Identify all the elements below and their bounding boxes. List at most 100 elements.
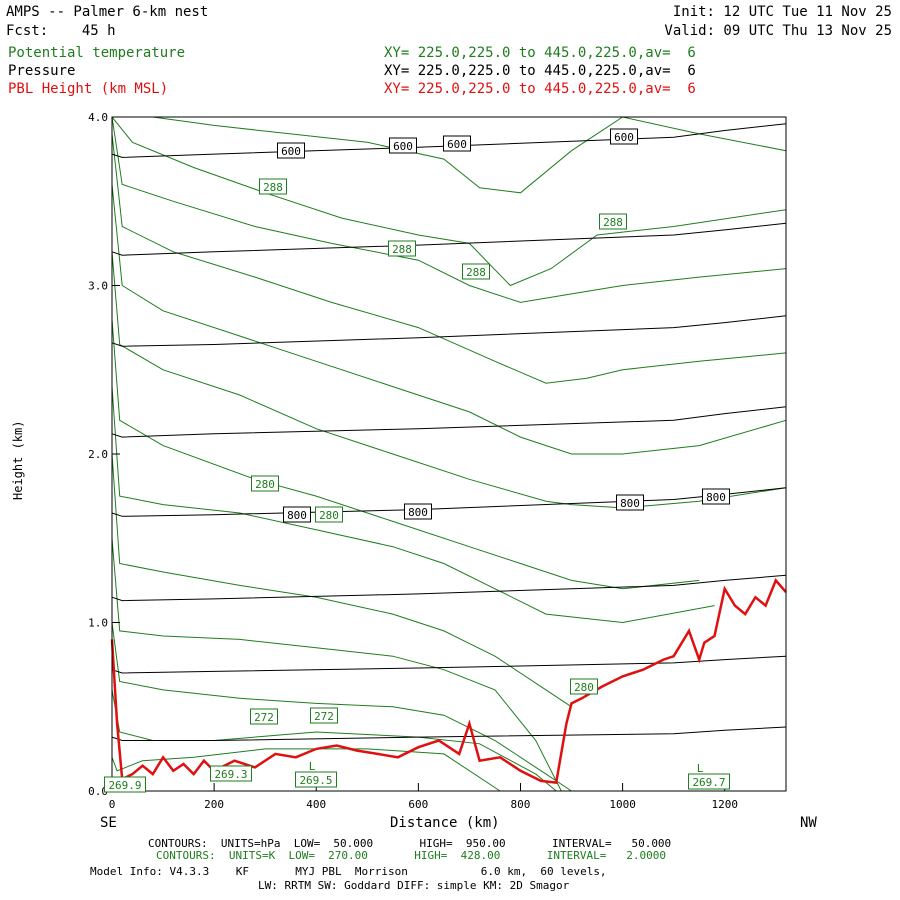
- x-tick-label-1: 200: [204, 798, 224, 811]
- pressure-contours: [111, 123, 787, 741]
- y-tick-label-3: 3.0: [88, 280, 108, 293]
- pressure-label-1: 600: [393, 140, 413, 153]
- theta-label-11-box: [104, 776, 146, 793]
- theta-label-12-box: [688, 773, 730, 790]
- theta-label-7: 272: [254, 711, 274, 724]
- footer-theta-contours: CONTOURS: UNITS=K LOW= 270.00 HIGH= 428.…: [156, 849, 666, 862]
- theta-label-10-box: [295, 771, 337, 788]
- footer-pressure-contours: CONTOURS: UNITS=hPa LOW= 50.000 HIGH= 95…: [148, 837, 672, 850]
- legend-pressure-name: Pressure: [8, 63, 76, 79]
- theta-contour-9: [111, 133, 787, 384]
- pressure-label-7-box: [702, 488, 730, 505]
- pbl-line: [110, 578, 787, 784]
- pressure-contour-6: [111, 222, 787, 256]
- theta-label-7-box: [250, 708, 278, 725]
- theta-label-10: 269.5: [299, 774, 332, 787]
- pressure-label-4-box: [283, 506, 311, 523]
- theta-label-5-box: [315, 506, 343, 523]
- y-tick-label-1: 1.0: [88, 617, 108, 630]
- theta-label-9-box: [210, 765, 252, 782]
- pressure-contour-7: [111, 123, 787, 158]
- pressure-label-5: 800: [408, 506, 428, 519]
- pressure-label-2: 600: [447, 138, 467, 151]
- theta-label-4-box: [251, 475, 279, 492]
- theta-label-8: 272: [314, 710, 334, 723]
- low-label-0: L: [309, 760, 316, 773]
- x-right-label: NW: [800, 815, 817, 831]
- theta-contour-12: [152, 116, 787, 194]
- pressure-contour-4: [111, 406, 787, 438]
- pressure-contour-5: [111, 315, 787, 347]
- pressure-label-6: 800: [620, 497, 640, 510]
- pressure-label-1-box: [389, 137, 417, 154]
- theta-contour-7: [111, 251, 787, 509]
- contour-labels: 600 600 600 600 800 800 800 800 288 288 288 288 280 2…: [104, 128, 730, 793]
- theta-label-1: 288: [603, 216, 623, 229]
- theta-contour-2: [111, 622, 572, 792]
- pressure-label-4: 800: [287, 509, 307, 522]
- footer-model-info: Model Info: V4.3.3 KF MYJ PBL Morrison 6…: [90, 865, 607, 878]
- forecast-hour: Fcst: 45 h: [6, 23, 116, 39]
- legend-theta-name: Potential temperature: [8, 45, 186, 61]
- chart-title: AMPS -- Palmer 6-km nest: [6, 4, 209, 20]
- x-tick-label-0: 0: [109, 798, 116, 811]
- x-tick-label-5: 1000: [609, 798, 636, 811]
- y-axis-label: Height (km): [11, 420, 25, 500]
- theta-label-11: 269.9: [108, 779, 141, 792]
- legend-pbl-name: PBL Height (km MSL): [8, 81, 169, 97]
- theta-label-6: 280: [574, 681, 594, 694]
- pressure-label-0: 600: [281, 145, 301, 158]
- theta-label-1-box: [599, 213, 627, 230]
- theta-contour-11: [111, 116, 787, 287]
- theta-contours: [111, 116, 787, 792]
- theta-contour-1: [111, 689, 557, 792]
- theta-label-2: 288: [392, 243, 412, 256]
- y-tick-label-2: 2.0: [88, 448, 108, 461]
- theta-label-6-box: [570, 678, 598, 695]
- y-tick-label-4: 4.0: [88, 111, 108, 124]
- theta-label-8-box: [310, 707, 338, 724]
- x-tick-label-6: 1200: [711, 798, 738, 811]
- pressure-label-3-box: [610, 128, 638, 145]
- theta-label-2-box: [388, 240, 416, 257]
- theta-label-5: 280: [319, 509, 339, 522]
- theta-contour-8: [111, 184, 787, 455]
- pressure-label-3: 600: [614, 131, 634, 144]
- low-label-1: L: [697, 762, 704, 775]
- x-left-label: SE: [100, 815, 117, 831]
- pressure-label-6-box: [616, 494, 644, 511]
- x-tick-label-4: 800: [511, 798, 531, 811]
- x-axis-label: Distance (km): [390, 815, 500, 831]
- pressure-label-2-box: [443, 135, 471, 152]
- pressure-contour-2: [111, 574, 787, 602]
- plot-frame: [111, 116, 787, 792]
- theta-contour-4: [111, 453, 572, 708]
- theta-label-12: 269.7: [692, 776, 725, 789]
- pressure-contour-0: [111, 726, 787, 741]
- pressure-label-0-box: [277, 142, 305, 159]
- x-tick-label-3: 600: [408, 798, 428, 811]
- init-time: Init: 12 UTC Tue 11 Nov 25: [672, 4, 892, 20]
- footer-physics: LW: RRTM SW: Goddard DIFF: simple KM: 2D…: [258, 879, 570, 892]
- x-tick-label-2: 400: [306, 798, 326, 811]
- theta-contour-6: [111, 319, 700, 590]
- theta-contour-3: [111, 538, 562, 792]
- pbl-height-line: [110, 578, 787, 784]
- theta-label-0: 288: [263, 181, 283, 194]
- y-tick-label-0: 0.0: [88, 785, 108, 798]
- legend-theta-xy: XY= 225.0,225.0 to 445.0,225.0,av= 6: [384, 45, 696, 61]
- theta-label-9: 269.3: [214, 768, 247, 781]
- theta-contour-10: [111, 116, 787, 303]
- theta-label-3-box: [462, 263, 490, 280]
- pressure-label-7: 800: [706, 491, 726, 504]
- legend-pbl-xy: XY= 225.0,225.0 to 445.0,225.0,av= 6: [384, 81, 696, 97]
- valid-time: Valid: 09 UTC Thu 13 Nov 25: [664, 23, 892, 39]
- theta-label-0-box: [259, 178, 287, 195]
- theta-label-3: 288: [466, 266, 486, 279]
- theta-label-4: 280: [255, 478, 275, 491]
- theta-contour-5: [111, 386, 715, 624]
- legend-pressure-xy: XY= 225.0,225.0 to 445.0,225.0,av= 6: [384, 63, 696, 79]
- axes: 0 200 400 600 800 1000 1200 0.0 1.0 2.0 3.0 4.0: [88, 111, 738, 811]
- pressure-contour-1: [111, 655, 787, 674]
